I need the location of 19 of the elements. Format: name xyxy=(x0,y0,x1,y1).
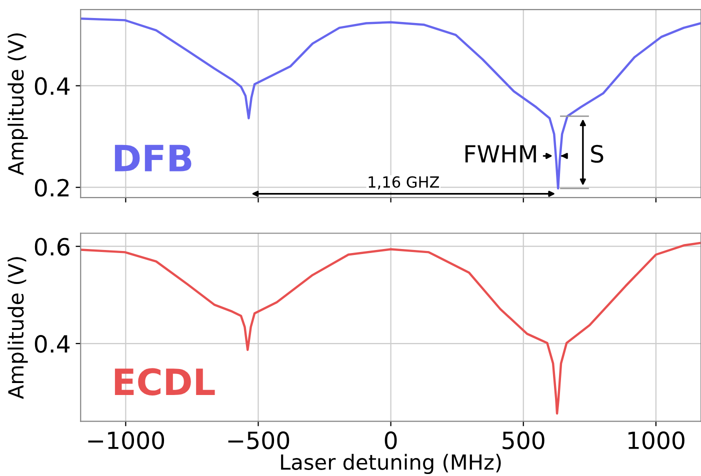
y-tick-label: 0.4 xyxy=(34,334,70,353)
x-tick-label: −1000 xyxy=(88,431,164,450)
y-tick-label: 0.2 xyxy=(34,178,69,197)
x-axis-title: Laser detuning (MHz) xyxy=(281,454,501,474)
line-series xyxy=(80,18,701,190)
series-label: DFB xyxy=(114,144,192,172)
x-tick-label: 0 xyxy=(384,431,397,450)
x-tick-label: 500 xyxy=(502,431,544,450)
line-series xyxy=(80,242,701,415)
annotation: 1,16 GHZ xyxy=(368,176,440,190)
annotation: FWHM xyxy=(465,145,536,162)
annotation: S xyxy=(591,144,604,163)
y-axis-title: Amplitude (V) xyxy=(8,257,28,400)
series-label: ECDL xyxy=(114,368,215,396)
y-axis-title: Amplitude (V) xyxy=(8,33,28,176)
x-tick-label: 1000 xyxy=(628,431,684,450)
x-tick-label: −500 xyxy=(228,431,290,450)
y-tick-label: 0.4 xyxy=(34,77,70,96)
y-tick-label: 0.6 xyxy=(34,238,70,256)
